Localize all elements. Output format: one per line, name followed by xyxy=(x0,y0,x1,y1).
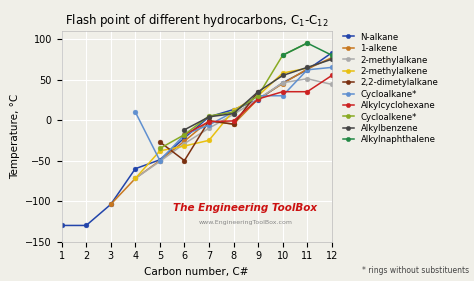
2,2-dimetylalkane xyxy=(182,159,187,162)
Y-axis label: Temperature, °C: Temperature, °C xyxy=(10,94,20,179)
Text: www.EngineeringToolBox.com: www.EngineeringToolBox.com xyxy=(198,220,292,225)
Line: Alkylbenzene: Alkylbenzene xyxy=(182,57,334,132)
N-alkane xyxy=(255,98,261,101)
1-alkene xyxy=(182,139,187,143)
Line: 1-alkene: 1-alkene xyxy=(109,55,334,207)
Cycloalkane* xyxy=(132,110,138,114)
N-alkane xyxy=(206,115,212,119)
Text: The Engineering ToolBox: The Engineering ToolBox xyxy=(173,203,318,213)
Line: Alkylnaphthalene: Alkylnaphthalene xyxy=(280,41,334,58)
2,2-dimetylalkane xyxy=(206,119,212,123)
N-alkane xyxy=(132,167,138,170)
Alkylcyclohexane xyxy=(304,90,310,93)
2,2-dimetylalkane xyxy=(157,140,163,144)
Alkylnaphthalene xyxy=(304,41,310,45)
Legend: N-alkane, 1-alkene, 2-methylalkane, 2-methylalkene, 2,2-dimetylalkane, Cycloalka: N-alkane, 1-alkene, 2-methylalkane, 2-me… xyxy=(341,31,440,146)
N-alkane xyxy=(280,81,285,85)
Line: Cycloalkene*: Cycloalkene* xyxy=(157,41,310,151)
Alkylnaphthalene xyxy=(329,54,335,57)
2-methylalkane xyxy=(231,113,237,116)
2-methylalkane xyxy=(132,177,138,180)
2-methylalkene xyxy=(182,144,187,148)
2-methylalkane xyxy=(329,83,335,86)
1-alkene xyxy=(206,119,212,123)
Alkylcyclohexane xyxy=(329,74,335,77)
Alkylbenzene xyxy=(304,66,310,69)
Alkylcyclohexane xyxy=(206,120,212,123)
2,2-dimetylalkane xyxy=(255,90,261,93)
Title: Flash point of different hydrocarbons, C$_1$-C$_{12}$: Flash point of different hydrocarbons, C… xyxy=(65,12,328,29)
Alkylcyclohexane xyxy=(182,133,187,136)
2-methylalkene xyxy=(231,109,237,112)
N-alkane xyxy=(329,51,335,55)
1-alkene xyxy=(231,123,237,126)
2-methylalkene xyxy=(304,67,310,70)
Alkylbenzene xyxy=(329,58,335,61)
X-axis label: Carbon number, C#: Carbon number, C# xyxy=(145,267,249,277)
1-alkene xyxy=(157,159,163,162)
2-methylalkene xyxy=(206,139,212,142)
Line: 2-methylalkene: 2-methylalkene xyxy=(133,66,310,181)
Cycloalkane* xyxy=(182,133,187,136)
Text: * rings without substituents: * rings without substituents xyxy=(362,266,469,275)
Cycloalkane* xyxy=(304,68,310,71)
Alkylcyclohexane xyxy=(231,119,237,123)
Line: 2,2-dimetylalkane: 2,2-dimetylalkane xyxy=(157,89,261,163)
Cycloalkene* xyxy=(157,147,163,150)
Cycloalkane* xyxy=(206,123,212,127)
Alkylcyclohexane xyxy=(280,90,285,93)
Alkylnaphthalene xyxy=(280,54,285,57)
2-methylalkane xyxy=(304,77,310,80)
1-alkene xyxy=(255,97,261,101)
2-methylalkane xyxy=(255,97,261,101)
Cycloalkane* xyxy=(280,94,285,98)
Alkylcyclohexane xyxy=(255,97,261,101)
Cycloalkene* xyxy=(231,110,237,114)
N-alkane xyxy=(108,203,114,206)
Cycloalkene* xyxy=(182,133,187,136)
N-alkane xyxy=(182,136,187,140)
Alkylbenzene xyxy=(255,90,261,93)
Line: Cycloalkane*: Cycloalkane* xyxy=(133,65,334,163)
Cycloalkene* xyxy=(206,114,212,118)
2-methylalkane xyxy=(280,81,285,85)
Alkylbenzene xyxy=(280,74,285,77)
2-methylalkene xyxy=(132,177,138,180)
Alkylbenzene xyxy=(182,128,187,132)
Line: 2-methylalkane: 2-methylalkane xyxy=(133,76,334,181)
N-alkane xyxy=(59,224,64,227)
2-methylalkene xyxy=(157,149,163,153)
2-methylalkane xyxy=(182,142,187,145)
2-methylalkene xyxy=(255,94,261,98)
1-alkene xyxy=(329,56,335,59)
1-alkene xyxy=(132,177,138,180)
2-methylalkane xyxy=(206,126,212,130)
Cycloalkane* xyxy=(329,66,335,69)
N-alkane xyxy=(231,108,237,111)
N-alkane xyxy=(304,68,310,71)
Line: N-alkane: N-alkane xyxy=(59,50,334,228)
N-alkane xyxy=(83,224,89,227)
2,2-dimetylalkane xyxy=(231,123,237,126)
2-methylalkene xyxy=(280,71,285,75)
1-alkene xyxy=(108,203,114,206)
1-alkene xyxy=(304,67,310,71)
Cycloalkane* xyxy=(255,94,261,98)
Cycloalkane* xyxy=(157,159,163,162)
Cycloalkene* xyxy=(255,94,261,98)
2-methylalkane xyxy=(157,160,163,163)
Cycloalkene* xyxy=(304,41,310,45)
Alkylbenzene xyxy=(206,115,212,119)
N-alkane xyxy=(157,158,163,162)
Alkylbenzene xyxy=(231,112,237,115)
Cycloalkane* xyxy=(231,110,237,114)
Cycloalkene* xyxy=(280,54,285,57)
Line: Alkylcyclohexane: Alkylcyclohexane xyxy=(182,73,334,137)
1-alkene xyxy=(280,82,285,85)
